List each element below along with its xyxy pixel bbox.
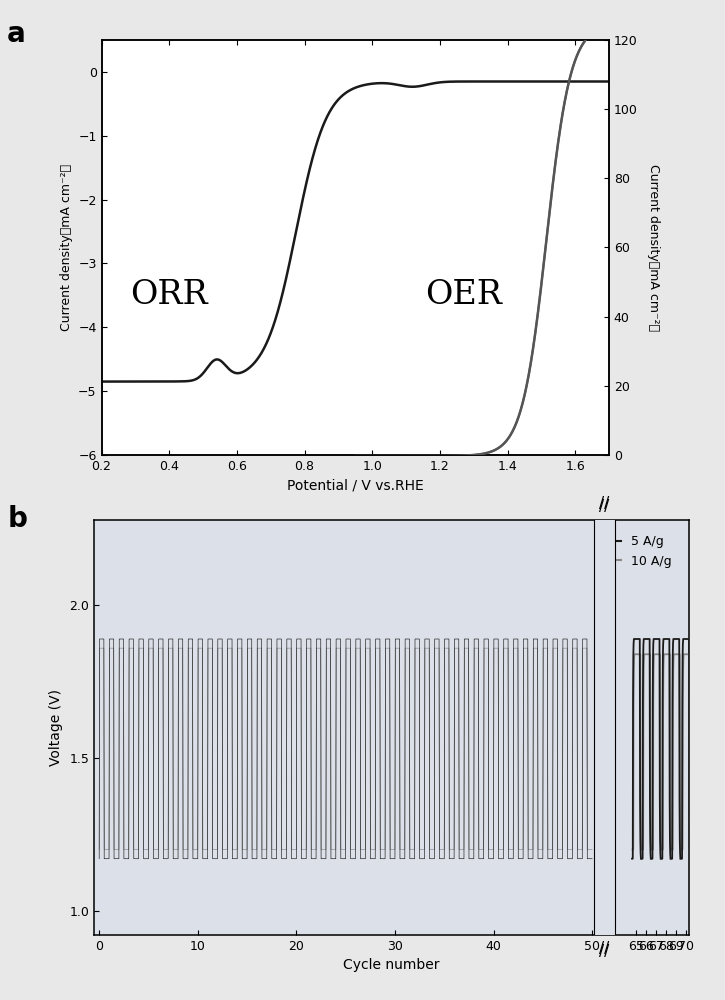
Legend: 5 A/g, 10 A/g: 5 A/g, 10 A/g xyxy=(591,530,676,573)
Y-axis label: Current density（mA cm⁻²）: Current density（mA cm⁻²） xyxy=(59,164,72,331)
Y-axis label: Voltage (V): Voltage (V) xyxy=(49,689,62,766)
Bar xyxy=(594,520,615,935)
Text: //: // xyxy=(600,944,610,959)
Text: OER: OER xyxy=(425,279,502,311)
Text: ORR: ORR xyxy=(130,279,208,311)
Text: //: // xyxy=(600,499,610,514)
Text: b: b xyxy=(7,505,27,533)
Y-axis label: Current density（mA cm⁻²）: Current density（mA cm⁻²） xyxy=(647,164,660,331)
X-axis label: Cycle number: Cycle number xyxy=(343,958,440,972)
Text: //: // xyxy=(600,941,610,956)
X-axis label: Potential / V vs.RHE: Potential / V vs.RHE xyxy=(287,478,423,492)
Text: a: a xyxy=(7,20,26,48)
Text: //: // xyxy=(600,496,610,511)
